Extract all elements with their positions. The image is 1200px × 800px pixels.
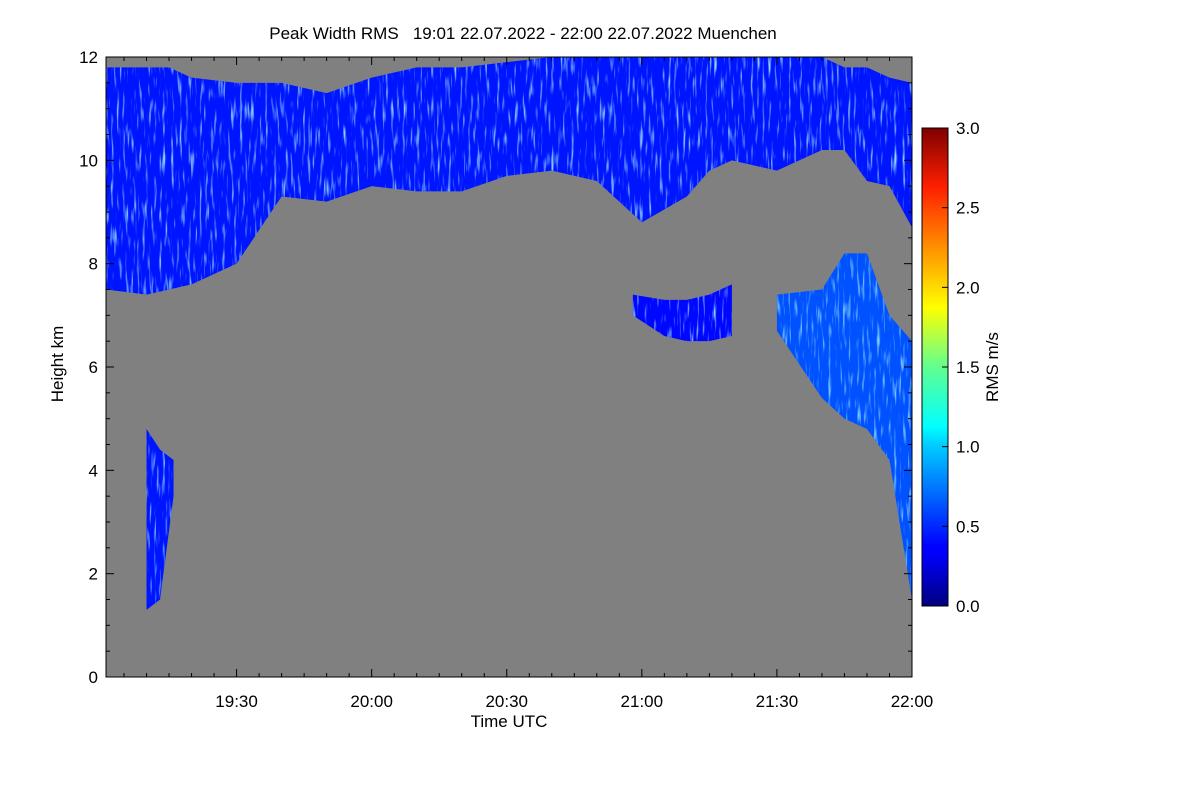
cloud-regions	[106, 57, 912, 610]
x-tick-label: 20:00	[350, 692, 393, 711]
colorbar-tick-label: 0.5	[956, 517, 980, 536]
y-axis: 0 2 4 6 8 10 12	[79, 48, 912, 687]
y-tick-label: 10	[79, 151, 98, 170]
y-tick-label: 12	[79, 48, 98, 67]
y-tick-label: 4	[89, 461, 98, 480]
colorbar-tick-label: 1.0	[956, 438, 980, 457]
x-tick-label: 19:30	[215, 692, 258, 711]
y-tick-label: 6	[89, 358, 98, 377]
cloud-low-streak-1915-texture	[146, 429, 174, 610]
chart-title: Peak Width RMS 19:01 22.07.2022 - 22:00 …	[269, 24, 777, 43]
colorbar-label: RMS m/s	[983, 332, 1002, 402]
y-tick-label: 8	[89, 255, 98, 274]
cloud-mid-cloud-2100-texture	[632, 284, 732, 342]
x-axis: 19:30 20:00 20:30 21:00 21:30 22:00	[123, 57, 934, 711]
colorbar-tick-label: 0.0	[956, 597, 980, 616]
colorbar-tick-label: 2.5	[956, 199, 980, 218]
colorbar-tick-label: 1.5	[956, 358, 980, 377]
x-tick-label: 20:30	[485, 692, 528, 711]
cloud-descending-cloud-texture	[776, 253, 912, 600]
y-tick-label: 2	[89, 565, 98, 584]
x-tick-label: 22:00	[891, 692, 934, 711]
y-axis-label: Height km	[48, 326, 67, 403]
y-tick-label: 0	[89, 668, 98, 687]
cloud-upper-cirrus-texture	[106, 57, 912, 295]
x-axis-label: Time UTC	[471, 712, 548, 731]
colorbar-ticks: 0.0 0.5 1.0 1.5 2.0 2.5 3.0	[942, 119, 980, 616]
colorbar-tick-label: 2.0	[956, 278, 980, 297]
colorbar-tick-label: 3.0	[956, 119, 980, 138]
x-tick-label: 21:00	[621, 692, 664, 711]
x-tick-label: 21:30	[756, 692, 799, 711]
